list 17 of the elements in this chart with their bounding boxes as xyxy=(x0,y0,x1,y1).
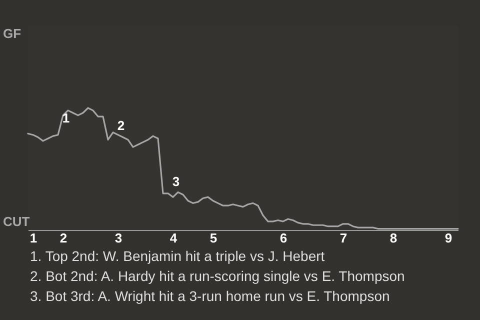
annotation: 2 xyxy=(117,118,125,134)
x-tick-label: 9 xyxy=(444,230,452,246)
text: 2. Bot 2nd: A. Hardy hit a run-scoring single vs E. Thompson xyxy=(30,267,406,286)
x-tick-label: 6 xyxy=(280,230,288,246)
x-tick-label: 5 xyxy=(210,230,218,246)
x-tick-label: 3 xyxy=(114,230,122,246)
x-tick-label: 4 xyxy=(170,230,178,246)
text: 3. Bot 3rd: A. Wright hit a 3-run home run vs E. Thompson xyxy=(30,287,391,306)
x-tick-label: 8 xyxy=(390,230,398,246)
annotation: 1 xyxy=(62,110,70,126)
x-tick-label: 7 xyxy=(340,230,348,246)
annotation: CUT xyxy=(3,214,30,229)
text: GF xyxy=(3,26,22,41)
text: 1. Top 2nd: W. Benjamin hit a triple vs J. Hebert xyxy=(30,247,326,266)
x-tick-label: 2 xyxy=(60,230,68,246)
x-tick-label: 1 xyxy=(30,230,38,246)
annotation: 3 xyxy=(172,174,180,190)
